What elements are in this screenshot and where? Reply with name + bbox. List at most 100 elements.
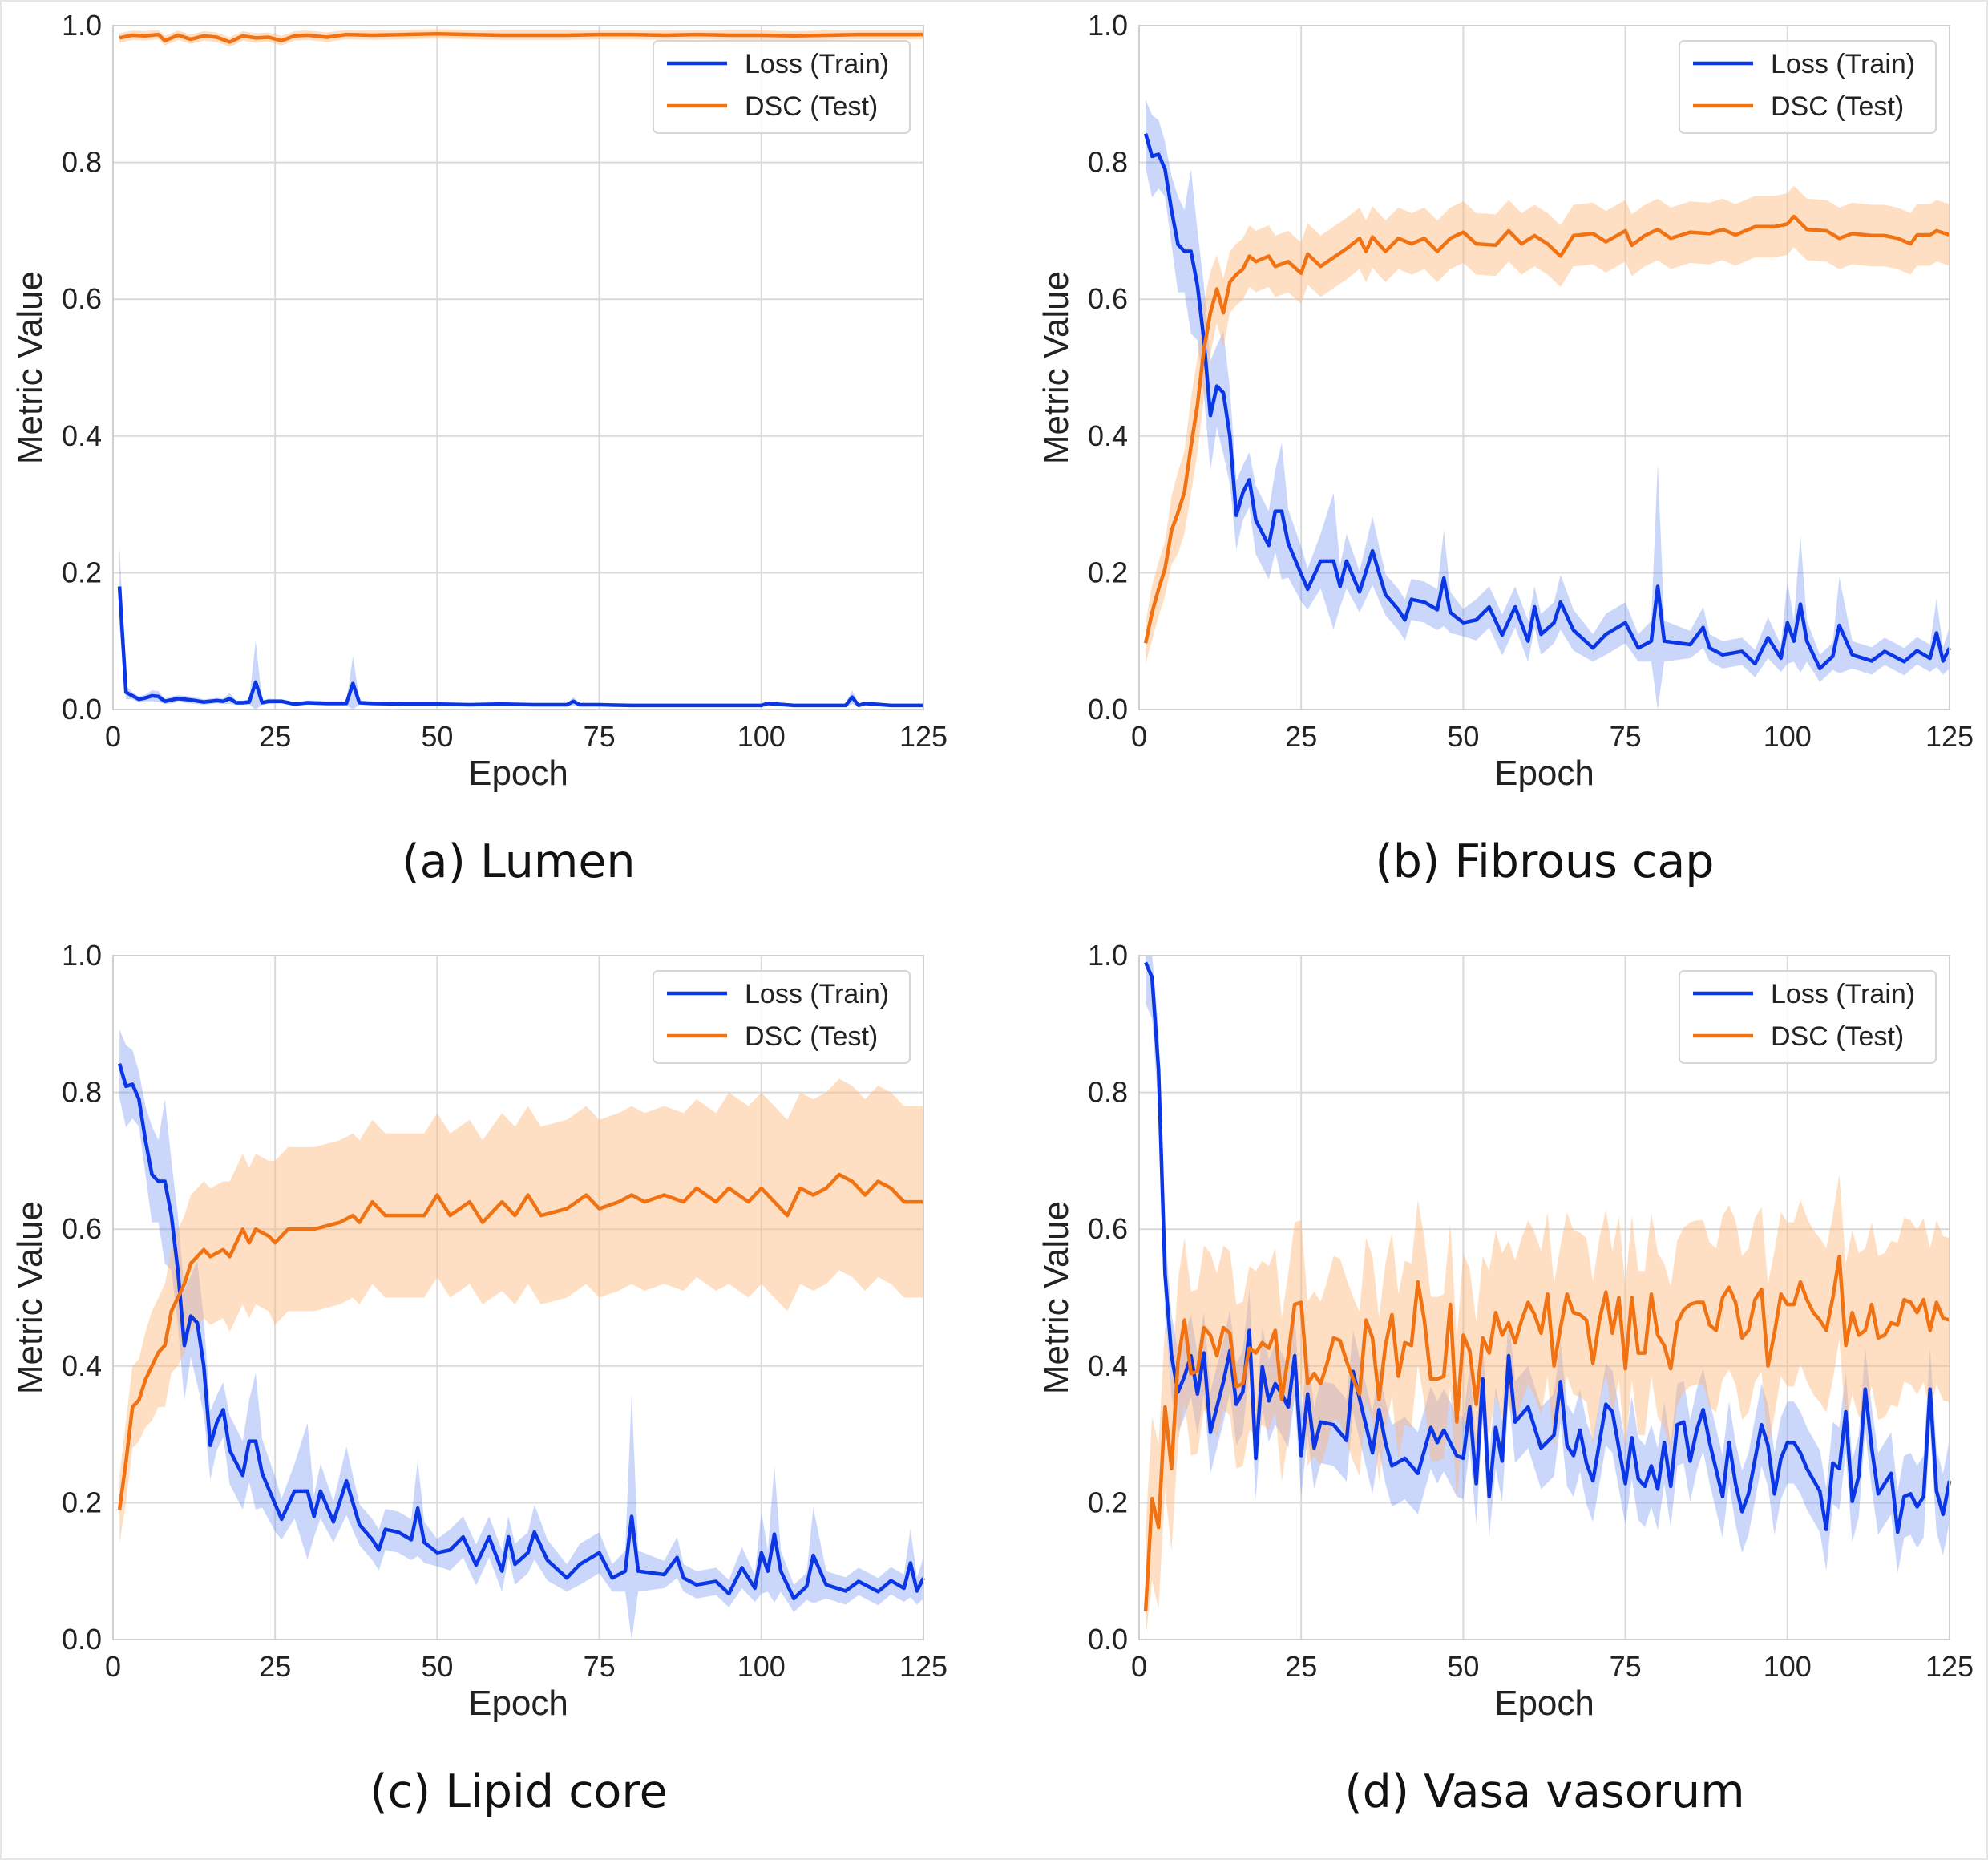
y-axis-label: Metric Value — [1036, 1201, 1076, 1394]
y-tick-label: 0.2 — [1088, 556, 1128, 588]
x-tick-label: 125 — [899, 720, 948, 753]
plot-frame — [112, 955, 924, 1640]
plot-frame — [1138, 955, 1950, 1640]
y-tick-label: 0.2 — [62, 1486, 102, 1518]
y-tick-label: 0.4 — [62, 419, 102, 452]
series-line-dsc — [117, 1172, 923, 1510]
panel-caption: (a) Lumen — [402, 835, 636, 888]
panel-caption: (b) Fibrous cap — [1375, 835, 1715, 888]
legend-label: DSC (Test) — [745, 1021, 878, 1052]
x-tick-label: 100 — [737, 720, 786, 753]
y-tick-label: 0.4 — [1088, 1349, 1128, 1382]
x-tick-label: 25 — [259, 1650, 291, 1683]
y-tick-label: 1.0 — [1088, 939, 1128, 972]
x-tick-label: 0 — [105, 1650, 121, 1683]
x-tick-label: 0 — [105, 720, 121, 753]
plot-frame — [112, 25, 924, 710]
confidence-band-dsc — [1146, 185, 1950, 664]
y-tick-label: 0.2 — [1088, 1486, 1128, 1518]
y-tick-label: 0.0 — [1088, 693, 1128, 726]
y-tick-label: 1.0 — [62, 9, 102, 42]
series-line-loss — [117, 586, 923, 708]
y-tick-label: 1.0 — [62, 939, 102, 972]
y-axis-label: Metric Value — [1036, 271, 1076, 464]
y-tick-label: 0.8 — [62, 1076, 102, 1109]
y-tick-label: 0.6 — [62, 1212, 102, 1245]
x-tick-label: 50 — [421, 1650, 453, 1683]
y-tick-label: 0.0 — [1088, 1623, 1128, 1656]
x-tick-label: 75 — [1610, 720, 1642, 753]
series-line-dsc — [1143, 214, 1950, 644]
x-tick-label: 100 — [1764, 720, 1812, 753]
y-tick-label: 0.6 — [62, 282, 102, 315]
legend-label: DSC (Test) — [1771, 91, 1904, 122]
plot-area — [1139, 956, 1950, 1640]
y-tick-label: 0.8 — [62, 146, 102, 179]
x-axis-label: Epoch — [1494, 1684, 1594, 1723]
confidence-band-dsc — [1146, 1174, 1950, 1640]
x-tick-label: 50 — [1447, 1650, 1479, 1683]
series-line-loss — [1143, 133, 1952, 671]
x-tick-label: 25 — [259, 720, 291, 753]
legend: Loss (Train) DSC (Test) — [1679, 970, 1937, 1064]
x-tick-label: 75 — [584, 720, 616, 753]
legend-label: Loss (Train) — [1771, 49, 1915, 79]
legend-label: Loss (Train) — [745, 979, 889, 1009]
series-line-loss — [1144, 961, 1952, 1534]
legend-label: Loss (Train) — [745, 49, 889, 79]
y-tick-label: 0.6 — [1088, 1212, 1128, 1245]
plot-area — [113, 26, 923, 710]
panel-fibrous-cap: (b) Fibrous cap 0 25 50 75 100 125 0.0 0.2 0.4 0.… — [1028, 2, 1986, 932]
legend: Loss (Train) DSC (Test) — [1679, 40, 1937, 134]
y-tick-label: 1.0 — [1088, 9, 1128, 42]
y-axis-label: Metric Value — [10, 271, 50, 464]
confidence-band-loss — [1146, 99, 1950, 710]
chart-svg: 0 25 50 75 100 125 0.0 0.2 0.4 0.6 0.8 1.0 Epoch Metr… — [1036, 9, 1974, 793]
x-tick-label: 125 — [1925, 1650, 1974, 1683]
legend-label: DSC (Test) — [1771, 1021, 1904, 1052]
legend: Loss (Train) DSC (Test) — [653, 40, 911, 134]
x-tick-label: 125 — [899, 1650, 948, 1683]
panel-lumen: (a) Lumen 0 25 50 75 100 125 0.0 0.2 0.4 0.6 0.8 1.… — [2, 2, 964, 932]
y-tick-label: 0.0 — [62, 1623, 102, 1656]
confidence-band-loss — [1146, 956, 1950, 1574]
chart-svg: 0 25 50 75 100 125 0.0 0.2 0.4 0.6 0.8 1.0 Epoch Metr… — [10, 9, 948, 793]
y-tick-label: 0.4 — [1088, 419, 1128, 452]
chart-svg: 0 25 50 75 100 125 0.0 0.2 0.4 0.6 0.8 1.0 Epoch Metr… — [1036, 939, 1974, 1723]
x-axis-label: Epoch — [468, 1684, 568, 1723]
y-tick-label: 0.8 — [1088, 146, 1128, 179]
x-tick-label: 50 — [421, 720, 453, 753]
x-tick-label: 75 — [1610, 1650, 1642, 1683]
x-axis-label: Epoch — [1494, 754, 1594, 793]
x-tick-label: 75 — [584, 1650, 616, 1683]
plot-frame — [1138, 25, 1950, 710]
legend-label: DSC (Test) — [745, 91, 878, 122]
legend-label: Loss (Train) — [1771, 979, 1915, 1009]
y-tick-label: 0.6 — [1088, 282, 1128, 315]
x-tick-label: 50 — [1447, 720, 1479, 753]
x-tick-label: 100 — [1764, 1650, 1812, 1683]
series-line-loss — [117, 1063, 926, 1601]
chart-svg: 0 25 50 75 100 125 0.0 0.2 0.4 0.6 0.8 1.0 Epoch Metr… — [10, 939, 948, 1723]
plot-area — [113, 956, 923, 1640]
series-line-dsc — [119, 31, 923, 44]
y-axis-label: Metric Value — [10, 1201, 50, 1394]
legend: Loss (Train) DSC (Test) — [653, 970, 911, 1064]
y-tick-label: 0.0 — [62, 693, 102, 726]
x-tick-label: 25 — [1285, 1650, 1317, 1683]
panel-caption: (c) Lipid core — [370, 1765, 668, 1818]
confidence-band-loss — [119, 1029, 923, 1640]
panel-vasa-vasorum: (d) Vasa vasorum 0 25 50 75 100 125 0.0 0.2 0.4 0… — [1028, 932, 1986, 1858]
x-tick-label: 25 — [1285, 720, 1317, 753]
series-line-dsc — [1143, 1255, 1950, 1612]
panel-caption: (d) Vasa vasorum — [1344, 1765, 1745, 1818]
plot-area — [1139, 26, 1950, 710]
panel-lipid-core: (c) Lipid core 0 25 50 75 100 125 0.0 0.2 0.4 0.6… — [2, 932, 964, 1858]
x-tick-label: 0 — [1131, 1650, 1147, 1683]
x-tick-label: 125 — [1925, 720, 1974, 753]
y-tick-label: 0.8 — [1088, 1076, 1128, 1109]
x-tick-label: 100 — [737, 1650, 786, 1683]
y-tick-label: 0.2 — [62, 556, 102, 588]
x-axis-label: Epoch — [468, 754, 568, 793]
